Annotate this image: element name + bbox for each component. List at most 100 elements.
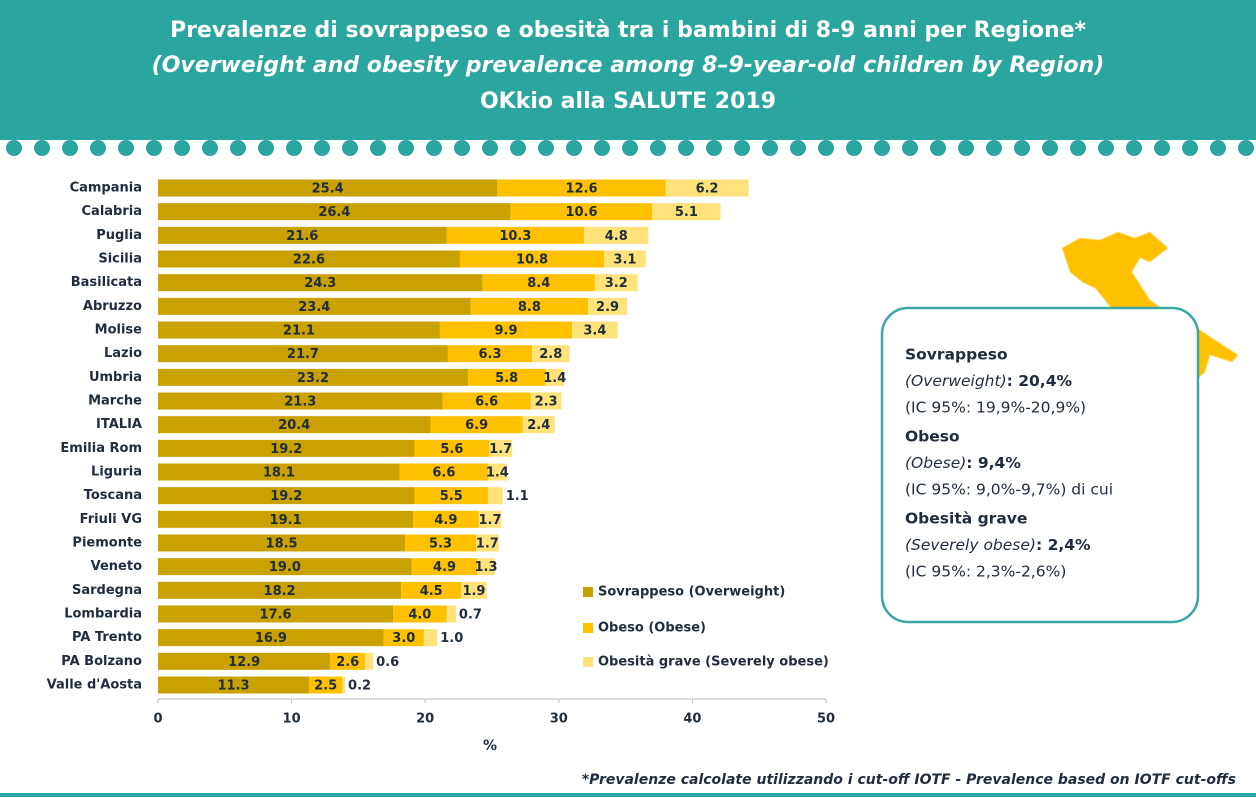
bar-segment xyxy=(475,534,499,552)
data-label: 19.1 xyxy=(270,513,302,528)
bar-segment xyxy=(572,321,618,339)
header-dot xyxy=(930,140,946,156)
y-tick-label: Campania xyxy=(70,181,142,196)
data-label: 4.0 xyxy=(408,608,431,623)
info-value: : 20,4% xyxy=(1007,372,1073,390)
bar-segment xyxy=(411,558,478,576)
info-ci: (IC 95%: 9,0%-9,7%) di cui xyxy=(905,481,1113,499)
bar-segment xyxy=(482,274,595,292)
header-dot xyxy=(790,140,806,156)
data-label: 10.6 xyxy=(565,205,597,220)
data-label: 1.1 xyxy=(506,489,529,504)
info-line: (Overweight): 20,4% xyxy=(905,372,1072,390)
data-label: 2.4 xyxy=(527,418,550,433)
x-tick-label: 30 xyxy=(550,712,568,727)
bar-segment xyxy=(308,676,343,694)
x-tick-label: 40 xyxy=(683,712,701,727)
chart-title: Prevalenze di sovrappeso e obesità tra i… xyxy=(170,18,1087,43)
data-label: 6.6 xyxy=(432,466,455,481)
data-label: 23.2 xyxy=(297,371,329,386)
bar-segment xyxy=(477,558,495,576)
bar-segment xyxy=(532,345,570,363)
y-tick-label: ITALIA xyxy=(96,417,142,432)
y-tick-label: Liguria xyxy=(91,465,142,480)
header-dot xyxy=(902,140,918,156)
bar-segment xyxy=(158,345,448,363)
footer-line xyxy=(0,793,1256,797)
y-tick-label: Umbria xyxy=(89,370,142,385)
header-dot xyxy=(342,140,358,156)
bar-segment xyxy=(447,345,533,363)
x-tick-label: 0 xyxy=(153,712,162,727)
data-label: 19.2 xyxy=(270,442,302,457)
bar-segment xyxy=(487,487,503,505)
header-dot xyxy=(482,140,498,156)
header-dot xyxy=(1238,140,1254,156)
data-label: 18.1 xyxy=(263,466,295,481)
y-tick-label: Calabria xyxy=(82,204,143,219)
data-label: 0.2 xyxy=(348,679,371,694)
data-label: 2.3 xyxy=(535,395,558,410)
bar-segment xyxy=(461,581,487,599)
data-label: 21.7 xyxy=(287,347,319,362)
header-dot xyxy=(1126,140,1142,156)
bar-segment xyxy=(487,463,507,481)
bar-segment xyxy=(522,416,555,434)
header-dot xyxy=(118,140,134,156)
data-label: 3.2 xyxy=(605,276,628,291)
data-label: 25.4 xyxy=(312,182,344,197)
bar-segment xyxy=(470,297,589,315)
info-line: (Obese): 9,4% xyxy=(905,454,1021,472)
bar-segment xyxy=(158,274,483,292)
x-tick-label: 20 xyxy=(416,712,434,727)
header-dot xyxy=(594,140,610,156)
y-tick-label: Friuli VG xyxy=(80,512,142,527)
data-label: 21.6 xyxy=(286,229,318,244)
bar-segment xyxy=(158,297,471,315)
header-dot xyxy=(1042,140,1058,156)
x-tick-label: 10 xyxy=(283,712,301,727)
bar-segment xyxy=(158,416,431,434)
y-tick-label: Valle d'Aosta xyxy=(47,678,142,693)
y-tick-label: Toscana xyxy=(84,488,142,503)
header-dot xyxy=(622,140,638,156)
header-dot xyxy=(706,140,722,156)
bar-segment xyxy=(439,321,573,339)
data-label: 2.9 xyxy=(596,300,619,315)
header-dot xyxy=(1154,140,1170,156)
bar-segment xyxy=(584,226,649,244)
legend-label: Sovrappeso (Overweight) xyxy=(598,585,785,600)
header-dot xyxy=(650,140,666,156)
y-tick-label: Lazio xyxy=(104,346,142,361)
data-label: 8.8 xyxy=(518,300,541,315)
data-label: 3.4 xyxy=(583,324,606,339)
data-label: 5.1 xyxy=(675,205,698,220)
data-label: 2.8 xyxy=(539,347,562,362)
legend-label: Obeso (Obese) xyxy=(598,621,706,636)
header-dots xyxy=(6,140,1254,156)
data-label: 6.3 xyxy=(478,347,501,362)
bar-segment xyxy=(414,487,488,505)
x-axis-label: % xyxy=(483,738,497,754)
bar-segment xyxy=(588,297,627,315)
y-tick-label: Lombardia xyxy=(64,607,142,622)
header-dot xyxy=(258,140,274,156)
data-label: 5.6 xyxy=(440,442,463,457)
bar-segment xyxy=(530,392,562,410)
data-label: 1.7 xyxy=(478,513,501,528)
y-tick-label: Basilicata xyxy=(71,275,142,290)
bar-segment xyxy=(446,605,456,623)
header-dot xyxy=(398,140,414,156)
data-label: 1.9 xyxy=(462,584,485,599)
y-tick-label: PA Bolzano xyxy=(61,654,142,669)
header-dot xyxy=(510,140,526,156)
header-band xyxy=(0,0,1256,140)
bar-segment xyxy=(158,534,406,552)
chart-subtitle: OKkio alla SALUTE 2019 xyxy=(480,89,776,114)
data-label: 20.4 xyxy=(278,418,310,433)
y-tick-label: Emilia Rom xyxy=(60,441,142,456)
info-label: (Severely obese) xyxy=(905,536,1036,554)
bar-segment xyxy=(158,463,400,481)
data-label: 23.4 xyxy=(298,300,330,315)
data-label: 0.6 xyxy=(376,655,399,670)
